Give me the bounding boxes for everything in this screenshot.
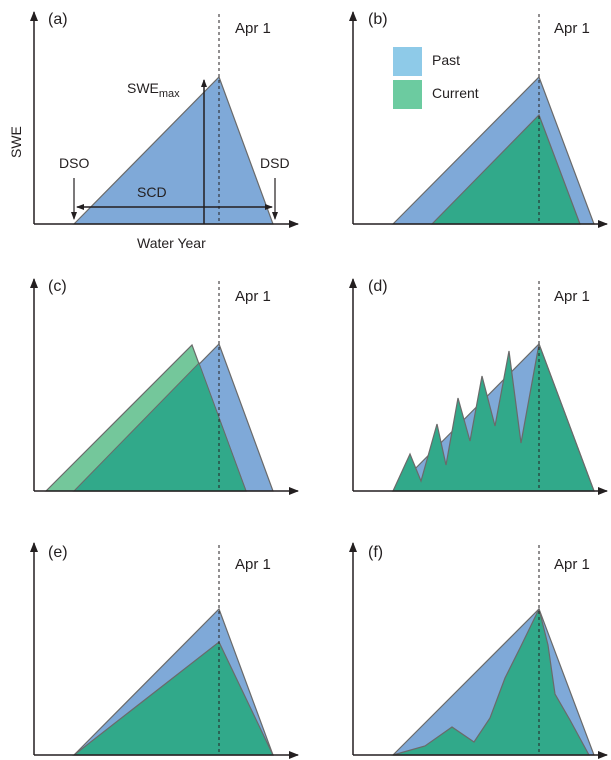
apr1-label: Apr 1 xyxy=(235,556,271,573)
panel-label: (b) xyxy=(368,11,388,28)
apr1-label: Apr 1 xyxy=(235,288,271,305)
panel-c: (c) Apr 1 xyxy=(30,278,299,495)
panel-label: (a) xyxy=(48,11,68,28)
apr1-label: Apr 1 xyxy=(554,288,590,305)
current-swe-area xyxy=(392,341,595,492)
dso-label: DSO xyxy=(59,155,89,171)
panel-label: (d) xyxy=(368,278,388,295)
water-year-label: Water Year xyxy=(137,235,206,251)
panel-label: (c) xyxy=(48,278,67,295)
panel-e: (e) Apr 1 xyxy=(30,542,299,759)
scd-label: SCD xyxy=(137,184,167,200)
legend-past-swatch xyxy=(393,47,422,76)
swe-axis-label: SWE xyxy=(8,126,24,158)
panel-b: (b) Apr 1 Past Current xyxy=(349,11,608,228)
legend-past-label: Past xyxy=(432,52,460,68)
swe-max-label: SWEmax xyxy=(127,80,180,100)
apr1-label: Apr 1 xyxy=(554,20,590,37)
panel-label: (e) xyxy=(48,544,68,561)
legend-current-label: Current xyxy=(432,85,479,101)
legend-current-swatch xyxy=(393,80,422,109)
apr1-label: Apr 1 xyxy=(235,20,271,37)
panel-f: (f) Apr 1 xyxy=(349,542,608,759)
panel-label: (f) xyxy=(368,544,383,561)
panel-d: (d) Apr 1 xyxy=(349,278,608,495)
apr1-label: Apr 1 xyxy=(554,556,590,573)
dsd-label: DSD xyxy=(260,155,290,171)
panel-a: (a) Apr 1 SWE Water Year SWEmax DSO DSD … xyxy=(8,11,299,251)
current-swe-area xyxy=(392,607,591,756)
